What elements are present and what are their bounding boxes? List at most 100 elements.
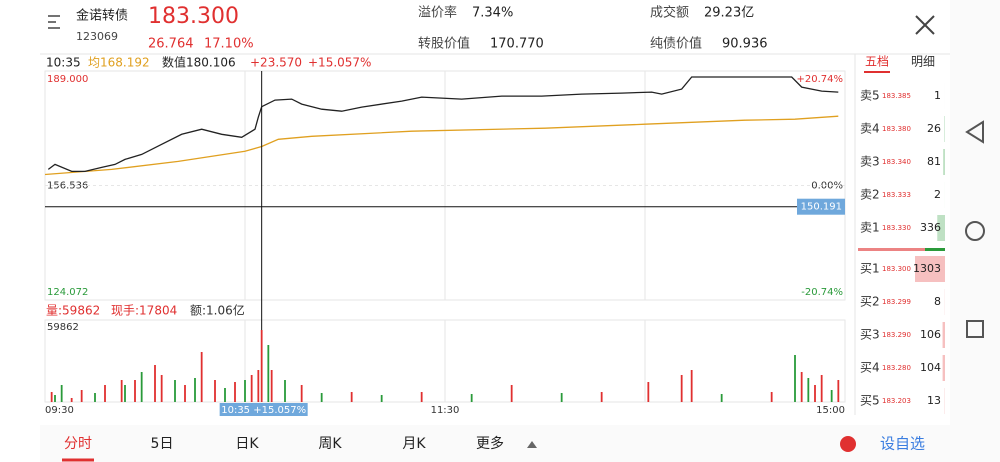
crosshair-price-box	[797, 198, 845, 215]
volume-bar	[257, 370, 260, 402]
volume-bar	[720, 394, 723, 402]
book-volume-bar	[942, 322, 945, 348]
recents-button[interactable]	[966, 320, 984, 338]
book-tab[interactable]: 五档	[865, 55, 889, 69]
crosshair-time-box	[219, 403, 308, 416]
volume-bar	[214, 380, 216, 402]
volume-bar	[174, 380, 176, 402]
tab[interactable]: 分时	[64, 436, 92, 452]
volume-bar	[320, 392, 323, 402]
book-price: 183.380	[882, 125, 911, 133]
volume-max: 59862	[47, 322, 79, 333]
y-tick-label: 124.072	[47, 287, 88, 298]
book-volume-bar	[942, 355, 945, 381]
book-label: 买3	[860, 328, 880, 342]
add-watch[interactable]: 设自选	[880, 435, 925, 453]
volume-bar	[200, 351, 203, 402]
volume-bar	[94, 392, 96, 402]
stat-label: 成交额	[650, 5, 689, 21]
volume-bar	[50, 392, 53, 402]
close-button[interactable]	[915, 15, 935, 35]
book-label: 卖2	[860, 188, 880, 202]
y-tick-label: 156.536	[47, 181, 88, 192]
book-volume: 1303	[913, 262, 941, 275]
y-tick-label: 189.000	[47, 74, 88, 85]
volume-bar	[194, 378, 196, 402]
volume-header: 量:59862	[46, 304, 100, 318]
volume-bar	[470, 394, 473, 402]
pct-label: -20.74%	[801, 287, 843, 298]
book-volume-bar	[944, 116, 945, 142]
book-volume: 106	[920, 328, 941, 341]
x-tick-label: 09:30	[45, 405, 74, 416]
book-price: 183.299	[882, 298, 911, 306]
book-price: 183.280	[882, 364, 911, 372]
volume-bar	[420, 392, 423, 402]
book-tab[interactable]: 明细	[911, 55, 935, 69]
book-label: 卖4	[860, 122, 880, 136]
volume-bar	[680, 375, 683, 402]
volume-bar	[600, 392, 603, 402]
book-volume: 26	[927, 122, 941, 135]
x-tick-label: 15:00	[816, 405, 845, 416]
volume-bar	[267, 344, 270, 402]
volume-bar	[104, 385, 106, 402]
stat-label: 纯债价值	[650, 36, 702, 52]
book-price: 183.385	[882, 92, 911, 100]
tab[interactable]: 周K	[318, 436, 342, 452]
volume-bar	[807, 378, 810, 402]
crosshair-price: 150.191	[801, 202, 842, 213]
info-value: 数值180.106	[162, 55, 236, 70]
bond-code: 123069	[76, 30, 118, 43]
pct-label: +20.74%	[796, 74, 843, 85]
info-change: +23.570	[250, 56, 302, 70]
home-button[interactable]	[965, 221, 985, 241]
book-volume-bar	[915, 256, 945, 282]
volume-bar	[120, 380, 123, 402]
volume-bar	[814, 385, 816, 402]
book-label: 买5	[860, 394, 880, 408]
volume-bar	[770, 392, 773, 402]
volume-header: 现手:17804	[111, 304, 177, 318]
book-label: 卖3	[860, 155, 880, 169]
info-change-pct: +15.057%	[308, 56, 371, 70]
stat-value: 170.770	[490, 37, 544, 52]
book-separator	[858, 248, 925, 251]
volume-bar	[60, 385, 63, 402]
volume-bar	[260, 330, 263, 402]
tab[interactable]: 更多	[476, 435, 504, 452]
volume-bar	[794, 354, 796, 402]
book-price: 183.330	[882, 224, 911, 232]
stat-label: 转股价值	[418, 36, 470, 52]
stat-value: 29.23亿	[704, 6, 754, 21]
volume-bar	[54, 394, 56, 402]
volume-bar	[830, 390, 833, 402]
volume-bar	[647, 381, 650, 402]
book-volume: 13	[927, 394, 941, 407]
volume-header: 额:1.06亿	[190, 303, 245, 318]
stat-value: 7.34%	[472, 6, 513, 21]
more-arrow[interactable]	[527, 441, 537, 448]
tab[interactable]: 月K	[402, 436, 426, 452]
book-volume-bar	[943, 149, 945, 175]
tab[interactable]: 日K	[235, 436, 259, 452]
back-button[interactable]	[965, 120, 984, 144]
volume-bar	[800, 371, 803, 402]
volume-bar	[820, 375, 823, 402]
book-volume: 81	[927, 155, 941, 168]
menu-icon[interactable]	[48, 15, 60, 29]
avg-line	[44, 115, 839, 176]
book-price: 183.290	[882, 331, 911, 339]
volume-bar	[244, 380, 246, 402]
volume-bar	[184, 385, 186, 402]
price-line	[47, 76, 839, 173]
info-time: 10:35	[46, 56, 81, 70]
stat-value: 90.936	[722, 37, 768, 52]
tab[interactable]: 5日	[151, 436, 174, 452]
book-volume-bar	[937, 215, 945, 241]
tab-bar	[40, 425, 950, 462]
last-price: 183.300	[148, 4, 239, 29]
volume-bar	[284, 380, 286, 402]
book-price: 183.203	[882, 397, 911, 405]
